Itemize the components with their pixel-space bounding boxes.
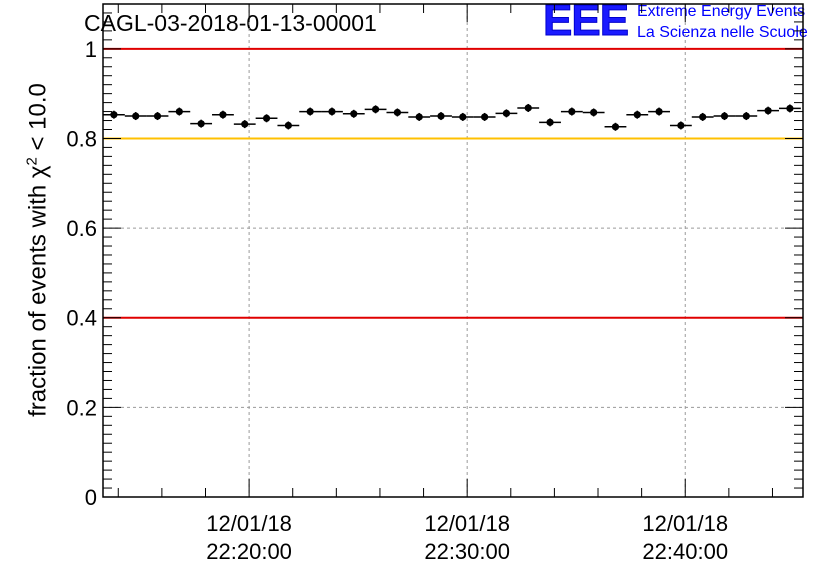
data-point (742, 112, 750, 120)
data-point (306, 107, 314, 116)
data-point (415, 113, 423, 121)
data-point (590, 108, 598, 117)
y-tick-label: 0 (85, 485, 97, 510)
data-point (110, 111, 118, 119)
y-tick-label: 0.6 (66, 216, 97, 241)
data-point (481, 113, 489, 121)
data-point (568, 107, 576, 116)
eee-logo-mark: EEE (542, 0, 629, 45)
data-point (546, 118, 554, 126)
data-point (219, 111, 227, 119)
plot-frame (102, 3, 804, 498)
data-point (502, 109, 511, 117)
data-point (241, 120, 249, 128)
data-point (786, 104, 794, 113)
data-point (197, 120, 205, 128)
data-point (764, 107, 772, 115)
data-point (262, 114, 271, 122)
x-tick-label-date: 12/01/18 (642, 511, 728, 536)
y-tick-label: 0.8 (66, 126, 97, 151)
x-tick-label-time: 22:30:00 (424, 539, 510, 564)
data-point (633, 111, 641, 119)
data-point (720, 112, 729, 120)
y-tick-label: 0.4 (66, 306, 97, 331)
data-point (371, 105, 380, 113)
data-point (611, 123, 620, 131)
data-point (393, 108, 401, 117)
y-tick-label: 0.2 (66, 395, 97, 420)
data-point (524, 104, 532, 112)
data-point (153, 112, 162, 120)
data-point (699, 113, 707, 121)
x-tick-label-date: 12/01/18 (206, 511, 292, 536)
data-point (175, 107, 183, 116)
logo-caption-line1: Extreme Energy Events (637, 3, 806, 20)
logo-caption-line2: La Scienza nelle Scuole (637, 24, 808, 41)
data-point (459, 113, 467, 121)
chart-title: CAGL-03-2018-01-13-00001 (84, 10, 377, 36)
data-point (655, 107, 663, 116)
y-tick-label: 1 (85, 37, 97, 62)
data-point (132, 112, 140, 120)
x-tick-label-time: 22:40:00 (642, 539, 728, 564)
data-point (284, 121, 292, 130)
x-tick-label-date: 12/01/18 (424, 511, 510, 536)
data-point (328, 107, 336, 116)
x-tick-label-time: 22:20:00 (206, 539, 292, 564)
data-point (437, 112, 445, 120)
data-point (350, 110, 358, 118)
data-point (677, 121, 685, 130)
